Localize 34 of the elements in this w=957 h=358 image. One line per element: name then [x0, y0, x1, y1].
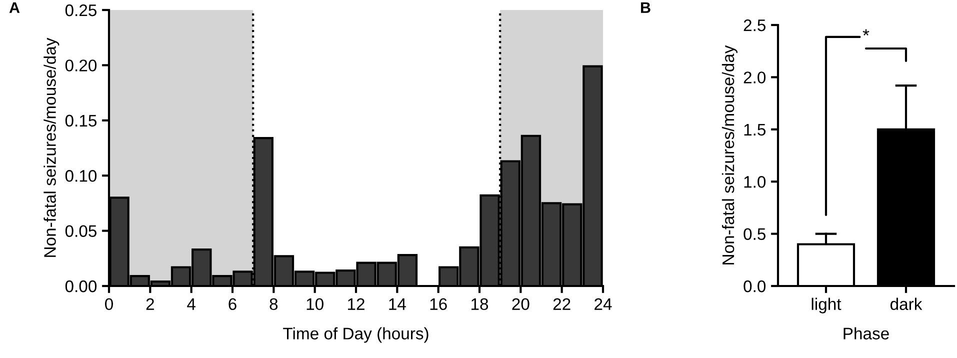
y-axis-title: Non-fatal seizures/mouse/day: [722, 45, 738, 264]
text: A: [9, 2, 20, 13]
x-axis-title: Time of Day (hours): [283, 327, 428, 343]
y-tick-label: 0.0: [744, 280, 766, 292]
x-tick-label: 22: [553, 298, 570, 310]
y-tick-label: 0.00: [65, 280, 97, 292]
y-axis-title: Non-fatal seizures/mouse/day: [44, 38, 60, 257]
y-tick-label: 0.5: [744, 228, 766, 240]
x-tick-label: dark: [890, 298, 922, 310]
x-axis-title: Phase: [844, 327, 889, 340]
x-tick-label: 12: [348, 298, 364, 310]
x-tick-label: 10: [306, 298, 324, 310]
x-tick-label: light: [812, 298, 842, 314]
x-tick-label: 4: [187, 298, 196, 310]
x-tick-label: 14: [389, 298, 406, 310]
y-tick-label: 0.15: [65, 114, 96, 127]
x-tick-label: 0: [105, 298, 113, 310]
x-tick-label: 20: [512, 298, 530, 310]
annotation: *: [862, 29, 870, 36]
x-tick-label: 18: [472, 298, 488, 310]
x-tick-label: 6: [228, 298, 236, 310]
y-tick-label: 0.20: [65, 60, 97, 72]
y-tick-label: 2.0: [744, 72, 766, 84]
y-tick-label: 1.0: [744, 176, 766, 188]
x-tick-label: 2: [146, 298, 154, 310]
x-tick-label: 8: [270, 298, 278, 310]
x-tick-label: 16: [430, 298, 447, 310]
y-tick-label: 0.10: [65, 170, 97, 182]
x-tick-label: 24: [594, 298, 612, 310]
y-tick-label: 1.5: [744, 124, 766, 136]
y-tick-label: 0.05: [65, 225, 96, 238]
y-tick-label: 2.5: [744, 19, 766, 32]
y-tick-label: 0.25: [65, 4, 96, 16]
text: B: [641, 2, 650, 13]
